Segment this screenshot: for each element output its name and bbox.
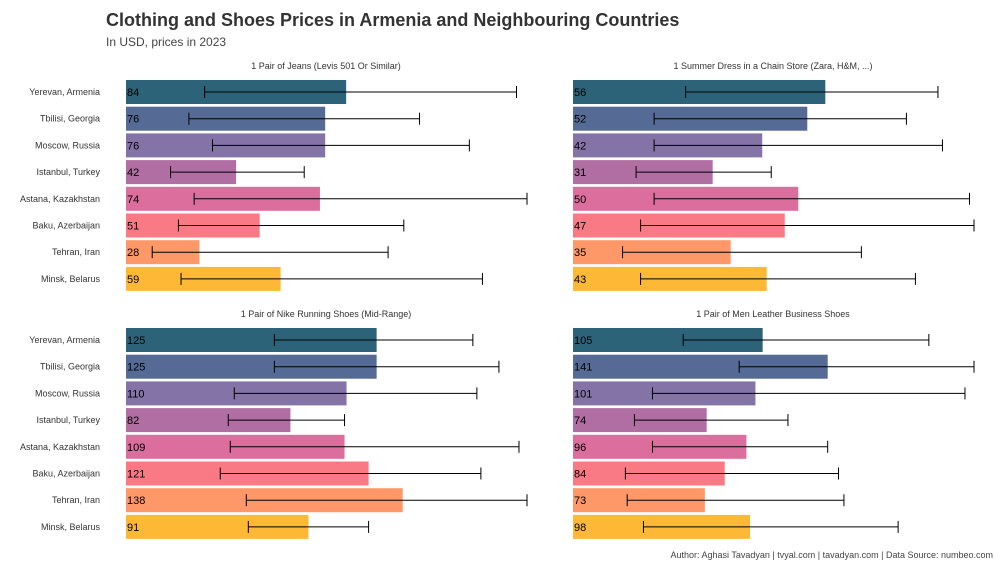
panel-title: 1 Summer Dress in a Chain Store (Zara, H… <box>673 61 872 71</box>
value-label: 50 <box>574 194 586 206</box>
chart-title: Clothing and Shoes Prices in Armenia and… <box>106 10 680 30</box>
value-label: 43 <box>574 274 586 286</box>
value-label: 125 <box>127 362 145 374</box>
value-label: 28 <box>127 247 139 259</box>
value-label: 56 <box>574 87 586 99</box>
value-label: 121 <box>127 469 145 481</box>
city-label: Minsk, Belarus <box>41 274 101 284</box>
city-label: Moscow, Russia <box>35 388 100 398</box>
city-label: Moscow, Russia <box>35 140 100 150</box>
city-label: Tbilisi, Georgia <box>40 114 100 124</box>
panel-title: 1 Pair of Nike Running Shoes (Mid-Range) <box>241 309 412 319</box>
value-label: 73 <box>574 495 586 507</box>
city-label: Yerevan, Armenia <box>29 335 100 345</box>
value-label: 105 <box>574 335 592 347</box>
value-label: 125 <box>127 335 145 347</box>
value-label: 52 <box>574 114 586 126</box>
value-label: 42 <box>574 140 586 152</box>
value-label: 76 <box>127 140 139 152</box>
panel-title: 1 Pair of Jeans (Levis 501 Or Similar) <box>251 61 401 71</box>
city-label: Astana, Kazakhstan <box>20 442 100 452</box>
city-label: Tehran, Iran <box>52 247 100 257</box>
value-label: 141 <box>574 362 592 374</box>
value-label: 84 <box>127 87 139 99</box>
city-label: Istanbul, Turkey <box>36 167 100 177</box>
city-label: Tbilisi, Georgia <box>40 362 100 372</box>
value-label: 98 <box>574 522 586 534</box>
value-label: 101 <box>574 388 592 400</box>
value-label: 76 <box>127 114 139 126</box>
city-label: Yerevan, Armenia <box>29 87 100 97</box>
value-label: 42 <box>127 167 139 179</box>
value-label: 82 <box>127 415 139 427</box>
city-label: Astana, Kazakhstan <box>20 194 100 204</box>
chart-subtitle: In USD, prices in 2023 <box>106 35 227 49</box>
value-label: 35 <box>574 247 586 259</box>
value-label: 51 <box>127 221 139 233</box>
city-label: Tehran, Iran <box>52 495 100 505</box>
value-label: 138 <box>127 495 145 507</box>
value-label: 110 <box>127 388 145 400</box>
city-label: Istanbul, Turkey <box>36 415 100 425</box>
value-label: 59 <box>127 274 139 286</box>
value-label: 74 <box>127 194 139 206</box>
city-label: Minsk, Belarus <box>41 522 101 532</box>
value-label: 96 <box>574 442 586 454</box>
value-label: 74 <box>574 415 586 427</box>
value-label: 47 <box>574 221 586 233</box>
city-label: Baku, Azerbaijan <box>32 221 100 231</box>
value-label: 91 <box>127 522 139 534</box>
value-label: 31 <box>574 167 586 179</box>
value-label: 84 <box>574 469 586 481</box>
panel-title: 1 Pair of Men Leather Business Shoes <box>696 309 850 319</box>
city-label: Baku, Azerbaijan <box>32 469 100 479</box>
chart-caption: Author: Aghasi Tavadyan | tvyal.com | ta… <box>670 550 993 560</box>
value-label: 109 <box>127 442 145 454</box>
